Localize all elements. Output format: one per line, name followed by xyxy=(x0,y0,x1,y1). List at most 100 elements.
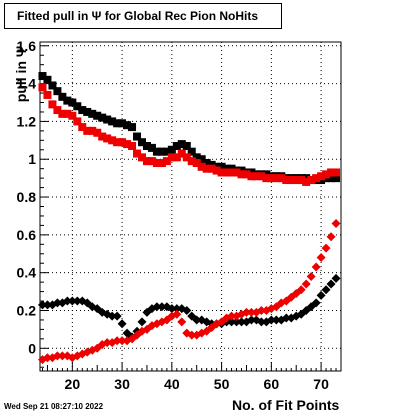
data-point xyxy=(266,315,276,325)
data-point xyxy=(326,279,336,289)
data-point xyxy=(327,168,336,177)
data-point xyxy=(292,176,301,185)
data-point xyxy=(202,159,211,168)
data-point xyxy=(241,307,251,317)
data-point xyxy=(187,147,196,156)
plot-frame xyxy=(39,41,342,372)
data-point xyxy=(88,109,97,118)
y-tick-label: 0.6 xyxy=(17,227,37,243)
data-point xyxy=(83,126,92,135)
data-point xyxy=(98,132,107,141)
data-point xyxy=(108,117,117,126)
data-point xyxy=(37,300,47,310)
data-point xyxy=(232,168,241,177)
plot-title: Fitted pull in Ψ for Global Rec Pion NoH… xyxy=(4,3,282,29)
data-point xyxy=(252,172,261,181)
data-point xyxy=(128,123,137,132)
data-point xyxy=(267,174,276,183)
data-point xyxy=(227,311,237,321)
data-point xyxy=(157,302,167,312)
data-point xyxy=(167,145,176,154)
data-point xyxy=(317,172,326,181)
data-point xyxy=(246,315,256,325)
data-point xyxy=(167,153,176,162)
data-point xyxy=(326,232,336,242)
data-point xyxy=(197,162,206,171)
data-point xyxy=(43,75,52,84)
data-point xyxy=(113,138,122,147)
y-tick-label: 0.8 xyxy=(17,189,37,205)
data-point xyxy=(78,123,87,132)
data-point xyxy=(68,111,77,120)
data-point xyxy=(108,136,117,145)
data-point xyxy=(192,315,202,325)
data-point xyxy=(327,174,336,183)
data-point xyxy=(42,353,52,363)
x-tick-label: 20 xyxy=(65,376,81,392)
data-point xyxy=(113,119,122,128)
data-point xyxy=(331,219,341,229)
data-point xyxy=(58,92,67,101)
data-point xyxy=(177,149,186,158)
data-point xyxy=(187,330,197,340)
data-point xyxy=(107,311,117,321)
data-point xyxy=(157,147,166,156)
data-point xyxy=(88,126,97,135)
footer-date: Wed Sep 21 08:27:10 2022 xyxy=(4,402,104,411)
data-point xyxy=(123,121,132,130)
data-point xyxy=(222,168,231,177)
data-point xyxy=(117,336,127,346)
data-point xyxy=(321,243,331,253)
x-tick-label: 40 xyxy=(164,376,180,392)
data-point xyxy=(237,170,246,179)
data-point xyxy=(207,164,216,173)
data-point xyxy=(172,153,181,162)
data-point xyxy=(232,317,242,327)
data-point xyxy=(296,285,306,295)
data-point xyxy=(332,174,341,183)
data-point xyxy=(197,155,206,164)
data-point xyxy=(247,172,256,181)
data-point xyxy=(62,296,72,306)
y-tick-label: 0.4 xyxy=(17,265,37,281)
data-point xyxy=(182,141,191,150)
data-point xyxy=(133,149,142,158)
x-tick-label: 30 xyxy=(114,376,130,392)
data-point xyxy=(316,290,326,300)
data-point xyxy=(316,253,326,263)
data-point xyxy=(212,166,221,175)
data-point xyxy=(302,177,311,186)
data-point xyxy=(63,109,72,118)
data-point xyxy=(256,317,266,327)
data-point xyxy=(98,113,107,122)
data-point xyxy=(52,298,62,308)
data-point xyxy=(332,168,341,177)
y-tick-label: 1 xyxy=(28,151,36,167)
data-point xyxy=(58,109,67,118)
data-point xyxy=(152,159,161,168)
data-point xyxy=(307,176,316,185)
data-point xyxy=(172,309,182,319)
data-point xyxy=(117,319,127,329)
data-point xyxy=(68,98,77,107)
data-point xyxy=(43,90,52,99)
data-point xyxy=(38,72,47,81)
data-point xyxy=(118,138,127,147)
data-point xyxy=(287,176,296,185)
data-point xyxy=(172,141,181,150)
data-point xyxy=(162,157,171,166)
data-point xyxy=(217,168,226,177)
data-point xyxy=(102,338,112,348)
y-tick-label: 1.6 xyxy=(17,38,37,54)
data-point xyxy=(93,128,102,137)
data-point xyxy=(182,153,191,162)
axis-ticks: 20 30 40 50 60 70 0 0.2 0.4 0.6 0.8 1 1.2 1.4 1.6 xyxy=(17,38,337,392)
data-point xyxy=(152,147,161,156)
data-point xyxy=(128,141,137,150)
data-point xyxy=(277,174,286,183)
data-point xyxy=(246,307,256,317)
data-point xyxy=(137,153,146,162)
data-point xyxy=(73,117,82,126)
data-point xyxy=(57,351,67,361)
y-tick-label: 1.2 xyxy=(17,113,37,129)
